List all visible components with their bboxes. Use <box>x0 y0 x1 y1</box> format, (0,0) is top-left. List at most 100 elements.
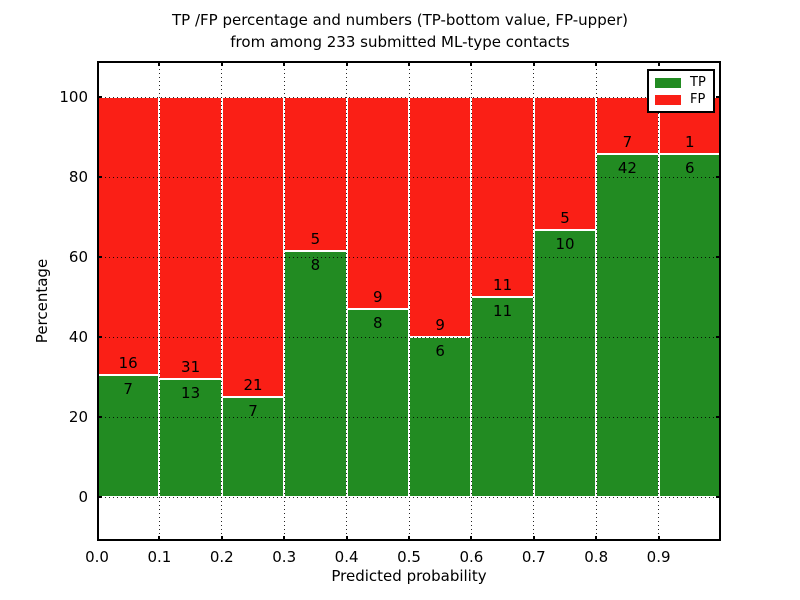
fp-legend-label: FP <box>690 92 706 107</box>
bar-segment-tp <box>658 154 721 497</box>
x-axis-label: Predicted probability <box>331 567 487 585</box>
x-tick-mark-bottom <box>283 536 286 541</box>
x-tick-mark-bottom <box>158 536 161 541</box>
x-tick-label: 0.9 <box>646 548 671 566</box>
y-tick-mark-right <box>716 336 721 338</box>
x-tick-label: 0.4 <box>334 548 359 566</box>
x-tick-mark-top <box>345 61 348 66</box>
x-tick-mark-top <box>532 61 535 66</box>
x-tick-mark-top <box>719 61 721 66</box>
fp-count-label: 21 <box>243 376 263 394</box>
tp-legend-label: TP <box>690 75 706 90</box>
x-tick-mark-bottom <box>470 536 473 541</box>
tp-count-label: 8 <box>310 255 321 274</box>
fp-count-label: 5 <box>310 229 321 248</box>
fp-count-label: 11 <box>493 276 513 294</box>
x-tick-label: 0.6 <box>459 548 484 566</box>
fp-count-label: 1 <box>685 133 695 152</box>
fp-count-label: 31 <box>181 357 201 376</box>
fp-count-label: 7 <box>622 133 633 152</box>
y-tick-mark-left <box>97 336 102 338</box>
y-axis-label-wrap: Percentage <box>14 61 70 541</box>
y-tick-mark-left <box>97 256 102 258</box>
legend: TP FP <box>647 69 715 113</box>
tp-count-label: 6 <box>685 159 695 178</box>
x-tick-mark-bottom <box>408 536 410 541</box>
bar-segment-tp <box>346 308 409 497</box>
bar-segment-tp <box>284 250 347 497</box>
bar-segment-fp <box>346 97 409 309</box>
fp-count-label: 9 <box>435 316 445 334</box>
chart-title-line2: from among 233 submitted ML-type contact… <box>230 33 570 51</box>
x-tick-mark-top <box>408 61 410 66</box>
legend-item-fp: FP <box>655 92 707 107</box>
y-tick-mark-right <box>716 256 721 258</box>
x-tick-label: 0.0 <box>85 548 109 566</box>
y-tick-mark-left <box>97 416 102 418</box>
x-tick-mark-top <box>283 61 286 66</box>
tp-legend-swatch <box>655 77 681 88</box>
bar-segment-fp <box>471 97 534 297</box>
bar-segment-tp <box>471 297 534 497</box>
x-tick-mark-top <box>158 61 161 66</box>
x-tick-label: 0.3 <box>272 548 297 566</box>
x-tick-mark-top <box>220 61 223 66</box>
y-tick-label: 40 <box>68 328 88 346</box>
y-tick-mark-left <box>97 496 102 498</box>
y-tick-label: 20 <box>68 408 88 426</box>
fp-legend-swatch <box>655 94 681 105</box>
bar-segment-fp <box>97 97 160 376</box>
fp-count-label: 16 <box>118 354 138 373</box>
y-tick-label: 60 <box>68 248 88 266</box>
x-tick-label: 0.2 <box>209 548 234 566</box>
x-tick-label: 0.1 <box>147 548 172 566</box>
tp-count-label: 7 <box>248 402 258 420</box>
plot-area: TP FP 16 7 31 13 21 7 5 8 9 8 9 6 11 11 5 10 7 42 1 6 <box>97 61 721 541</box>
x-tick-mark-top <box>657 61 660 66</box>
x-tick-mark-bottom <box>97 536 99 541</box>
y-tick-mark-left <box>97 96 102 98</box>
tp-count-label: 7 <box>123 380 133 399</box>
legend-item-tp: TP <box>655 75 707 90</box>
x-tick-mark-bottom <box>657 536 660 541</box>
x-tick-mark-bottom <box>719 536 721 541</box>
chart-title-line1: TP /FP percentage and numbers (TP-bottom… <box>172 11 628 29</box>
x-tick-mark-top <box>470 61 473 66</box>
bar-segment-fp <box>221 97 285 397</box>
bar-segment-fp <box>284 97 347 251</box>
tp-count-label: 11 <box>493 302 513 320</box>
bar-segment-fp <box>159 97 222 379</box>
tp-count-label: 8 <box>373 313 383 332</box>
y-tick-mark-left <box>97 176 102 178</box>
bar-segment-fp <box>533 97 597 231</box>
y-tick-mark-right <box>716 416 721 418</box>
y-tick-label: 80 <box>68 168 88 186</box>
tp-count-label: 6 <box>435 342 445 360</box>
x-tick-mark-top <box>595 61 598 66</box>
bar-segment-tp <box>409 337 472 497</box>
tp-count-label: 13 <box>181 383 201 402</box>
x-tick-mark-top <box>97 61 99 66</box>
x-tick-label: 0.8 <box>584 548 609 566</box>
fp-count-label: 9 <box>373 287 383 306</box>
tp-count-label: 42 <box>617 159 637 178</box>
chart-title: TP /FP percentage and numbers (TP-bottom… <box>88 9 712 53</box>
y-tick-label: 0 <box>78 488 88 506</box>
bar-segment-tp <box>596 154 659 497</box>
tp-count-label: 10 <box>555 235 575 254</box>
x-tick-mark-bottom <box>345 536 348 541</box>
x-tick-mark-bottom <box>595 536 598 541</box>
bar-segment-tp <box>159 378 222 497</box>
y-tick-mark-right <box>716 496 721 498</box>
y-tick-mark-right <box>716 176 721 178</box>
fp-count-label: 5 <box>560 209 570 228</box>
x-tick-label: 0.5 <box>397 548 421 566</box>
y-tick-label: 100 <box>59 88 88 106</box>
x-tick-mark-bottom <box>220 536 223 541</box>
x-tick-label: 0.7 <box>521 548 546 566</box>
bar-segment-tp <box>533 230 597 497</box>
y-tick-mark-right <box>716 96 721 98</box>
x-tick-mark-bottom <box>532 536 535 541</box>
bar-segment-fp <box>409 97 472 337</box>
